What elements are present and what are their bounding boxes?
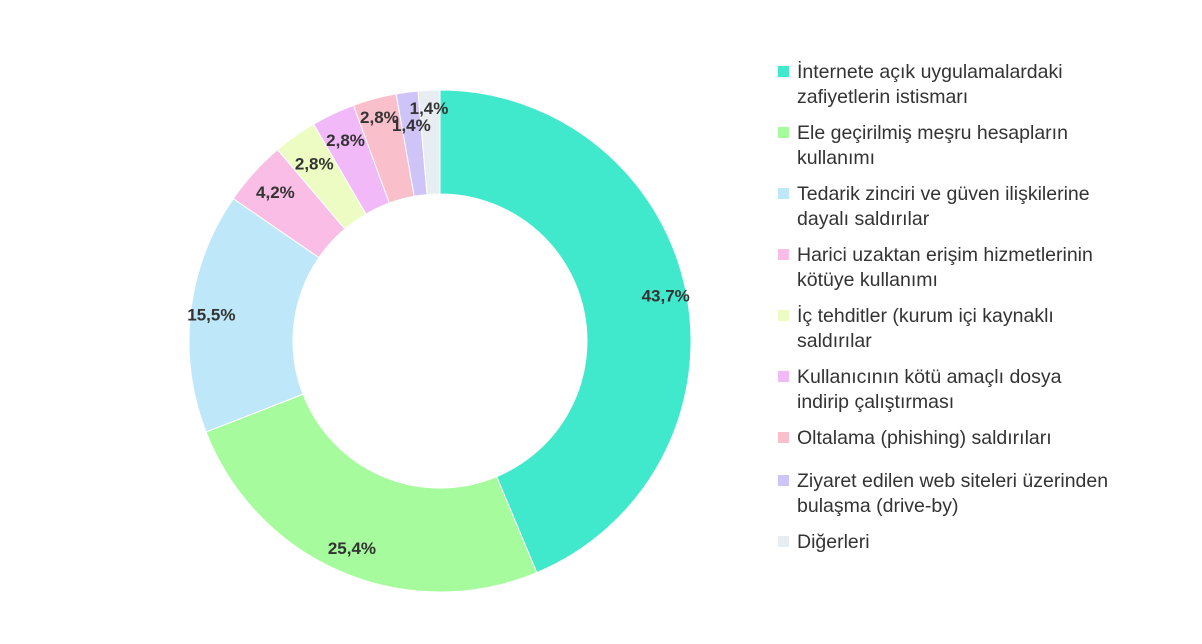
data-label-insider-threats: 2,8%: [295, 154, 334, 173]
legend-label: Harici uzaktan erişim hizmetlerinin kötü…: [797, 244, 1093, 291]
legend-label: Kullanıcının kötü amaçlı dosya indirip ç…: [797, 366, 1062, 413]
legend-item-compromised-accounts: Ele geçirilmiş meşru hesapların kullanım…: [778, 121, 1198, 171]
legend-label: Tedarik zinciri ve güven ilişkilerine da…: [797, 183, 1090, 230]
legend-item-insider-threats: İç tehditler (kurum içi kaynaklı saldırı…: [778, 304, 1198, 354]
legend-swatch: [778, 310, 789, 321]
data-label-phishing: 2,8%: [360, 108, 399, 127]
legend-item-phishing: Oltalama (phishing) saldırıları: [778, 426, 1198, 451]
legend-label: İnternete açık uygulamalardaki zafiyetle…: [797, 61, 1063, 108]
chart-legend: İnternete açık uygulamalardaki zafiyetle…: [778, 60, 1198, 566]
legend-item-remote-access: Harici uzaktan erişim hizmetlerinin kötü…: [778, 243, 1198, 293]
data-label-remote-access: 4,2%: [256, 183, 295, 202]
legend-label: İç tehditler (kurum içi kaynaklı saldırı…: [797, 305, 1054, 352]
legend-swatch: [778, 127, 789, 138]
data-label-drive-by: 1,4%: [392, 116, 431, 135]
legend-label: Oltalama (phishing) saldırıları: [797, 427, 1052, 449]
legend-swatch: [778, 536, 789, 547]
legend-item-drive-by: Ziyaret edilen web siteleri üzerinden bu…: [778, 469, 1198, 519]
legend-swatch: [778, 475, 789, 486]
legend-item-internet-vulns: İnternete açık uygulamalardaki zafiyetle…: [778, 60, 1198, 110]
donut-slices: [188, 89, 692, 593]
legend-swatch: [778, 66, 789, 77]
donut-data-labels: 43,7%25,4%15,5%4,2%2,8%2,8%2,8%1,4%1,4%: [187, 99, 690, 558]
data-label-compromised-accounts: 25,4%: [328, 539, 376, 558]
data-label-others: 1,4%: [410, 99, 449, 118]
legend-swatch: [778, 249, 789, 260]
slice-others: [417, 89, 441, 196]
legend-item-malicious-file: Kullanıcının kötü amaçlı dosya indirip ç…: [778, 365, 1198, 415]
data-label-malicious-file: 2,8%: [326, 131, 365, 150]
data-label-internet-vulns: 43,7%: [642, 287, 690, 306]
legend-swatch: [778, 188, 789, 199]
slice-compromised-accounts: [205, 393, 538, 593]
slice-internet-vulns: [439, 89, 692, 574]
data-label-supply-chain: 15,5%: [187, 305, 235, 324]
legend-item-supply-chain: Tedarik zinciri ve güven ilişkilerine da…: [778, 182, 1198, 232]
legend-swatch: [778, 371, 789, 382]
legend-item-others: Diğerleri: [778, 530, 1198, 555]
legend-label: Ele geçirilmiş meşru hesapların kullanım…: [797, 122, 1068, 169]
legend-label: Ziyaret edilen web siteleri üzerinden bu…: [797, 470, 1109, 517]
legend-label: Diğerleri: [797, 531, 870, 553]
legend-swatch: [778, 432, 789, 443]
